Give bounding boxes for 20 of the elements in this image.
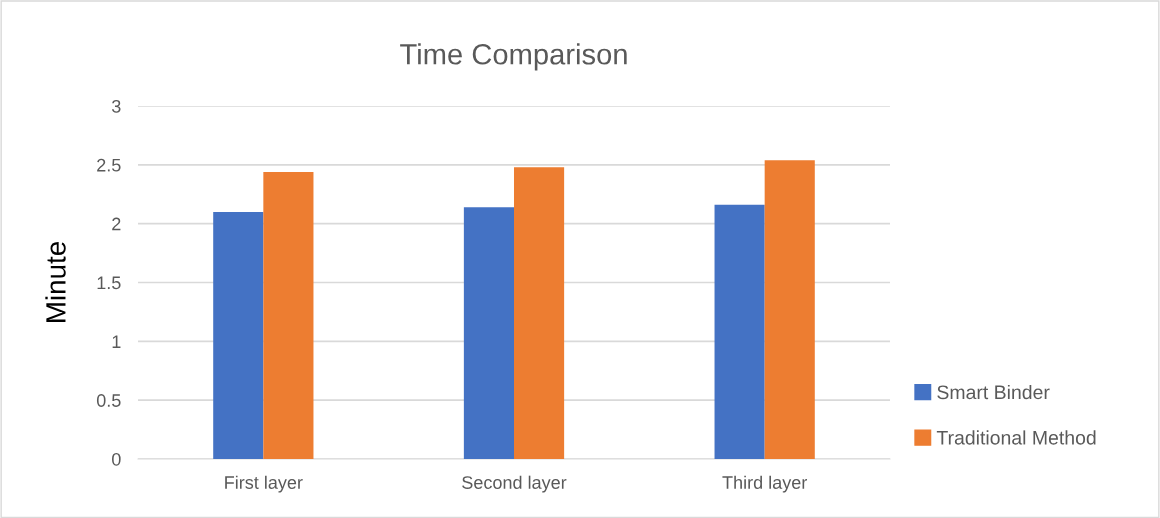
y-tick-label: 2.5 [97, 158, 121, 172]
legend-label: Traditional Method [936, 430, 1096, 445]
x-tick-label: First layer [225, 475, 303, 493]
legend-label: Smart Binder [937, 384, 1050, 400]
y-tick-label: 0.5 [96, 394, 121, 407]
bar [714, 204, 765, 459]
y-tick-label: 2 [112, 217, 121, 231]
y-tick-label: 1.5 [97, 276, 121, 290]
x-tick-label: Third layer [722, 475, 808, 493]
y-tick-label: 0 [112, 452, 121, 466]
y-tick-label: 3 [111, 99, 121, 113]
x-tick-label: Second layer [462, 475, 567, 493]
bar [764, 160, 815, 459]
y-axis-title: Minute [45, 242, 66, 322]
bar [263, 171, 314, 459]
bar [514, 167, 565, 459]
chart-title: Time Comparison [400, 43, 627, 71]
y-tick-label: 1 [112, 335, 121, 348]
bar [463, 207, 514, 459]
bar [213, 211, 264, 459]
